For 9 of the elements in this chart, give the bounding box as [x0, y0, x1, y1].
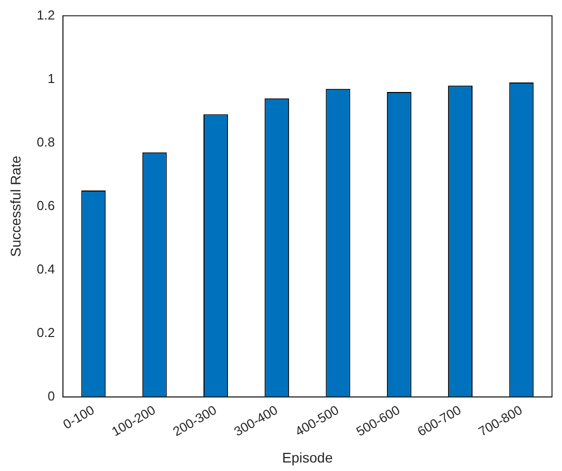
y-tick-label: 0	[48, 388, 55, 404]
y-tick-label: 0.2	[36, 324, 55, 340]
y-tick-label: 0.6	[36, 198, 55, 213]
y-tick-label: 1.2	[36, 7, 55, 22]
x-axis-title: Episode	[282, 449, 333, 466]
y-axis-title: Successful Rate	[7, 156, 24, 257]
y-tick-label: 1	[48, 70, 55, 86]
y-tick-label: 0.4	[36, 261, 55, 276]
y-tick-label: 0.8	[36, 134, 55, 150]
